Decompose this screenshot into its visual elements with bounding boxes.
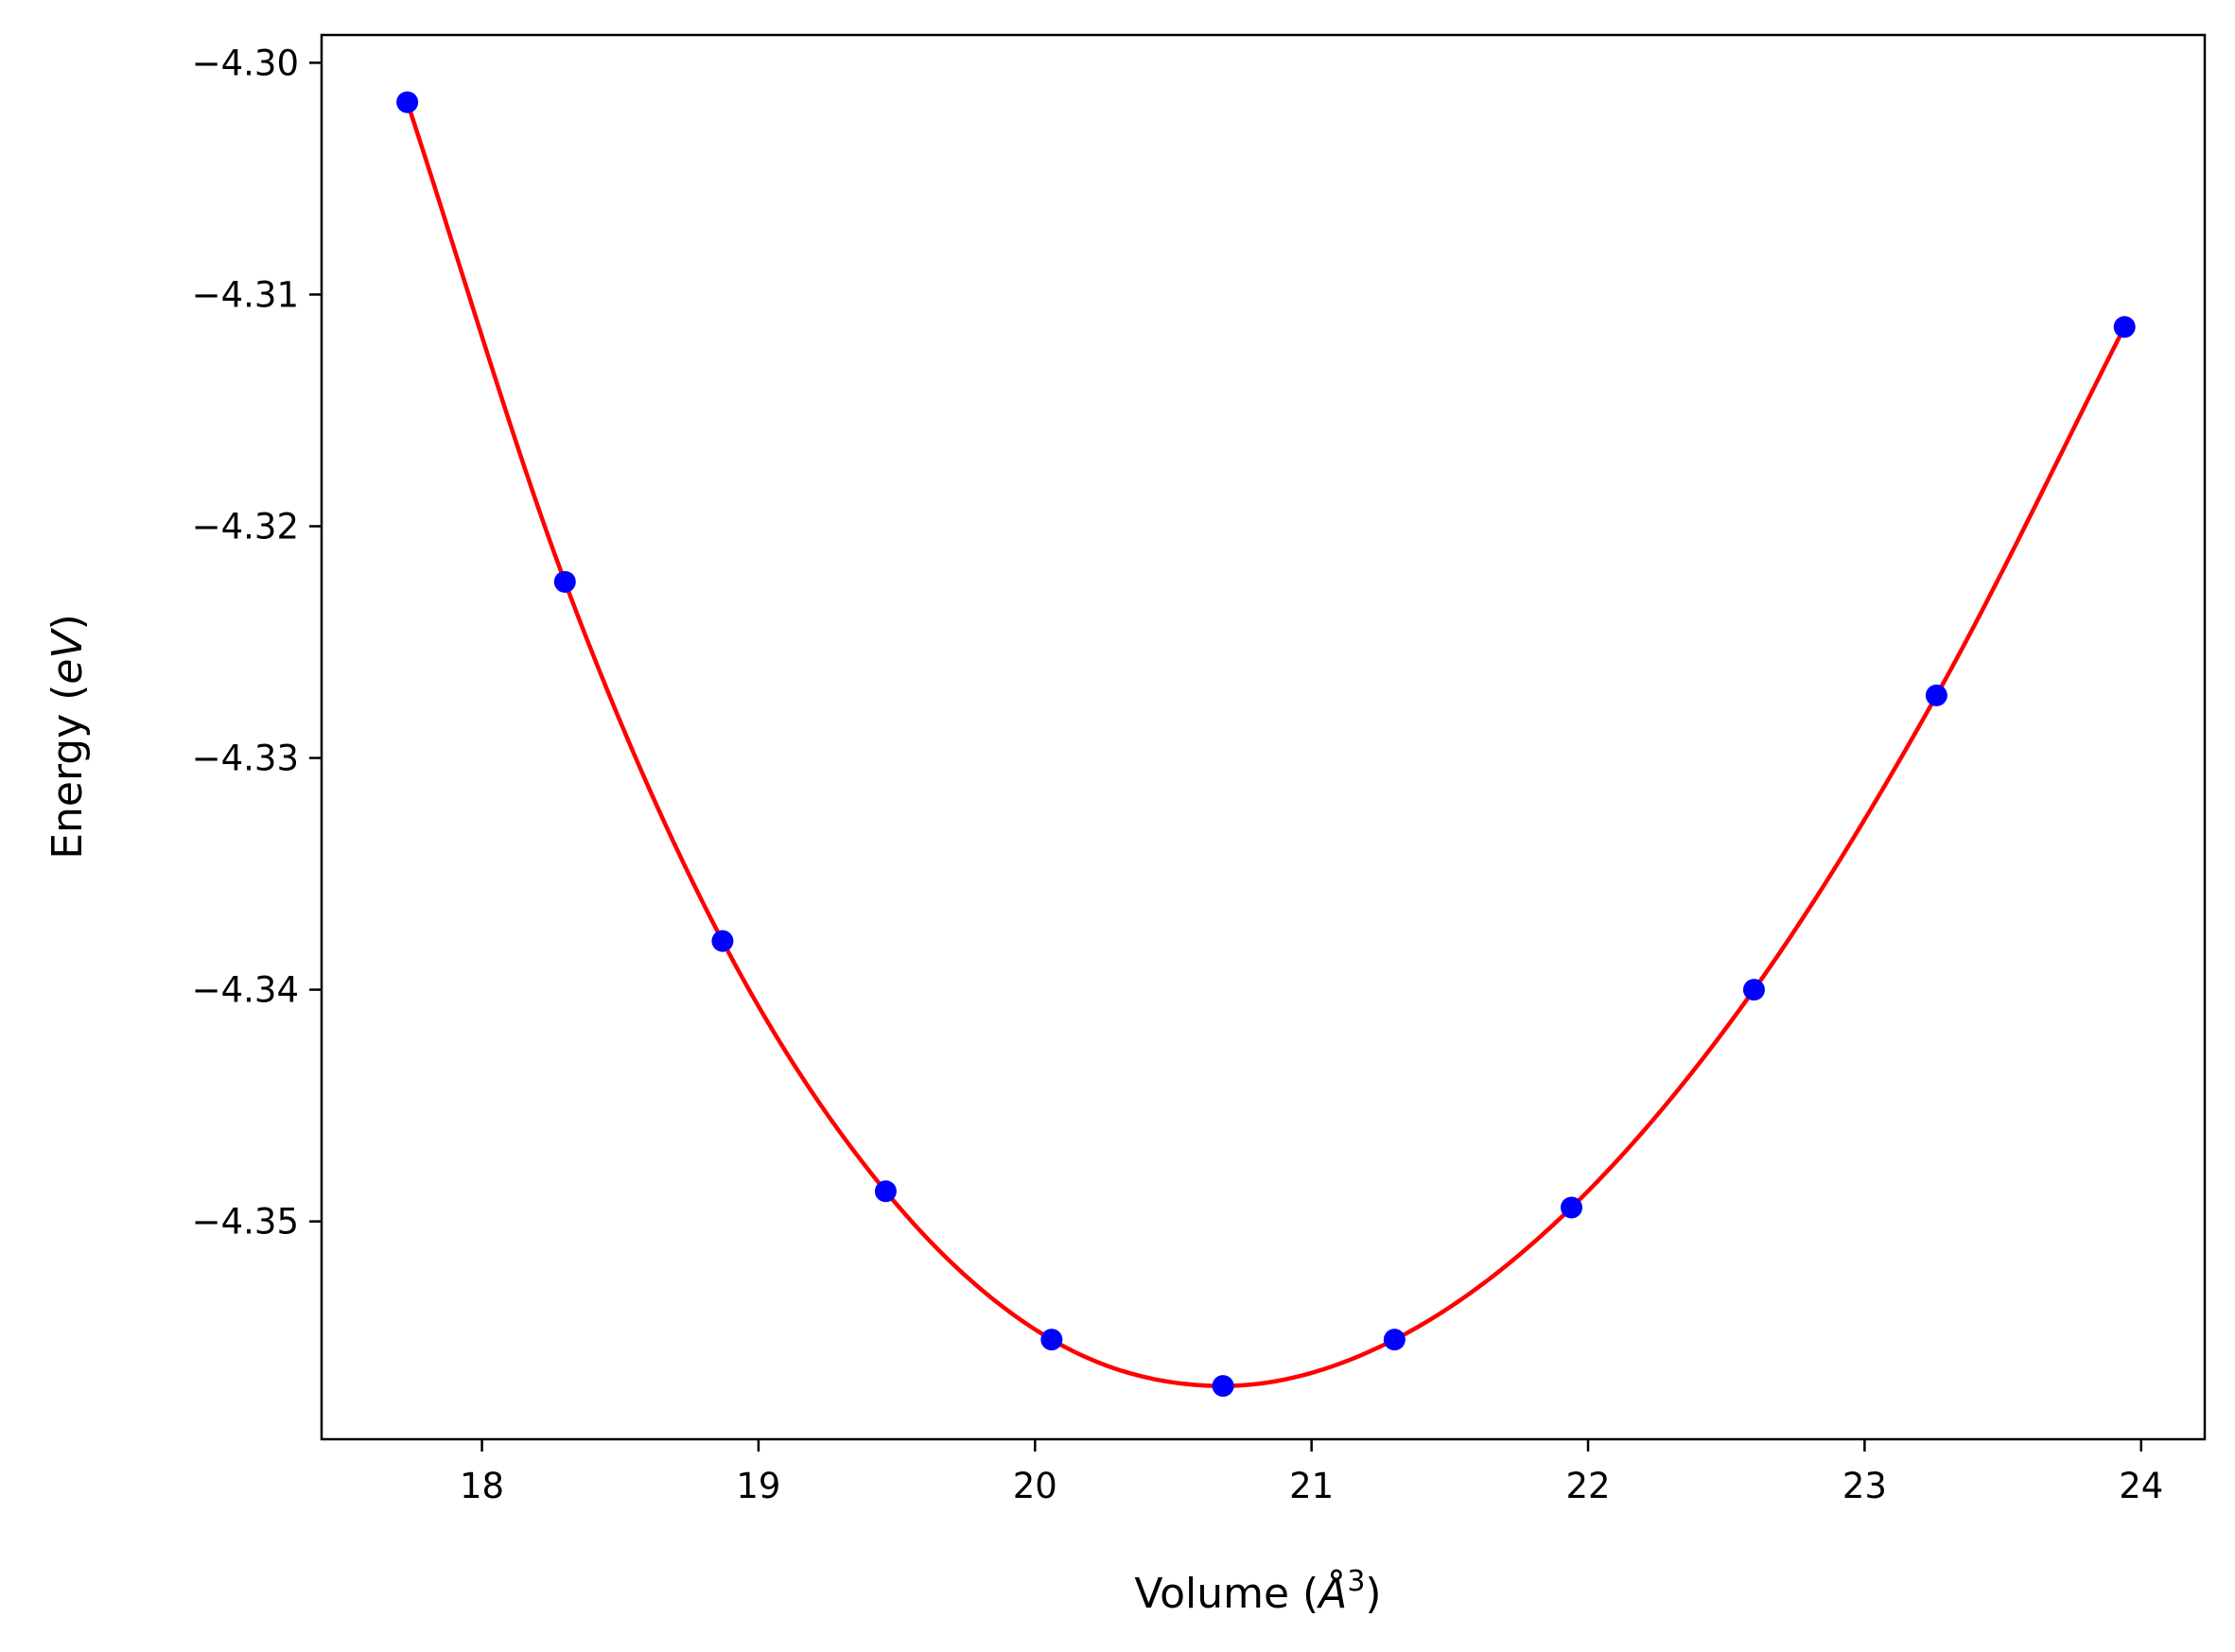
y-axis: −4.30 −4.31 −4.32 −4.33 −4.34 −4.35	[192, 43, 322, 1243]
data-point	[396, 91, 419, 113]
y-tick-label: −4.34	[192, 970, 299, 1011]
x-tick-label: 23	[1842, 1466, 1887, 1506]
data-point	[1560, 1196, 1582, 1219]
axes-frame	[320, 33, 2207, 1441]
plot-area	[396, 91, 2136, 1398]
x-tick-label: 18	[460, 1466, 504, 1506]
data-point	[1212, 1375, 1234, 1398]
x-axis-label: Volume (Å3)	[1134, 1565, 1381, 1618]
x-tick-label: 21	[1289, 1466, 1334, 1506]
y-tick-label: −4.30	[192, 43, 299, 83]
x-axis: 18 19 20 21 22 23 24	[460, 1439, 2163, 1506]
data-point	[553, 570, 576, 593]
y-axis-label: Energy (eV)	[44, 614, 92, 860]
data-point	[1742, 979, 1765, 1001]
y-tick-label: −4.32	[192, 507, 299, 548]
y-tick-label: −4.35	[192, 1202, 299, 1243]
data-point	[711, 930, 734, 952]
x-tick-label: 19	[736, 1466, 780, 1506]
data-point	[1383, 1329, 1406, 1351]
data-point	[1925, 684, 1947, 706]
data-point	[874, 1180, 897, 1203]
y-tick-label: −4.31	[192, 274, 299, 315]
y-tick-label: −4.33	[192, 739, 299, 779]
data-point	[1040, 1329, 1063, 1351]
data-point	[2113, 316, 2136, 339]
x-tick-label: 24	[2119, 1466, 2163, 1506]
x-tick-label: 22	[1565, 1466, 1610, 1506]
x-tick-label: 20	[1013, 1466, 1057, 1506]
